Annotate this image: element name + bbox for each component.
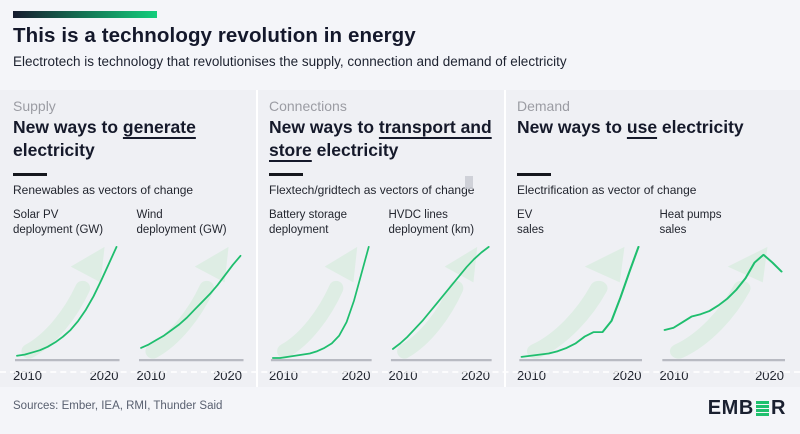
- chart-label-line2: deployment: [269, 223, 329, 236]
- chart-battery-storage: Battery storage deployment 2010 2020: [269, 208, 375, 383]
- x-axis-ticks: 2010 2020: [660, 368, 789, 383]
- chart-ev-sales: EV sales 2010 2020: [517, 208, 646, 383]
- chart-label-line1: Battery storage: [269, 209, 347, 221]
- column-heading-connections: New ways to transport and store electric…: [269, 117, 492, 161]
- chart-label-wind: Wind deployment (GW): [137, 208, 247, 239]
- sparkline-battery-storage: [270, 245, 372, 362]
- brand-gradient-bar: [13, 11, 157, 18]
- column-category-connections: Connections: [269, 98, 347, 114]
- ember-logo-text-left: EMB: [707, 397, 754, 419]
- chart-hvdc-lines: HVDC lines deployment (km) 2010 2020: [389, 208, 495, 383]
- tick-2010: 2010: [388, 368, 418, 383]
- vector-note-supply: Renewables as vectors of change: [13, 183, 194, 197]
- heading-rule: [517, 173, 551, 176]
- sparkline-solar-pv: [14, 245, 120, 362]
- column-category-supply: Supply: [13, 98, 56, 114]
- heading-rule: [269, 173, 303, 176]
- chart-label-battery-storage: Battery storage deployment: [269, 208, 375, 239]
- page-subtitle: Electrotech is technology that revolutio…: [13, 54, 567, 69]
- column-supply: Supply New ways to generate electricity …: [0, 90, 258, 387]
- chart-solar-pv: Solar PV deployment (GW) 2010 2020: [13, 208, 123, 383]
- chart-label-line2: deployment (GW): [136, 223, 227, 236]
- column-heading-demand: New ways to use electricity: [517, 117, 744, 137]
- ember-logo-text-right: R: [770, 397, 786, 419]
- tick-2020: 2020: [89, 368, 119, 383]
- tick-2010: 2010: [517, 368, 546, 383]
- chart-label-line1: Heat pumps: [659, 209, 722, 221]
- charts-row-demand: EV sales 2010 2020 Heat pumps sales: [517, 208, 788, 383]
- ember-logo: EMB R: [708, 397, 786, 420]
- column-category-demand: Demand: [517, 98, 570, 114]
- x-axis-ticks: 2010 2020: [517, 368, 646, 383]
- sparkline-wind: [138, 246, 244, 362]
- charts-row-connections: Battery storage deployment 2010 2020 HVD…: [269, 208, 494, 383]
- x-axis-ticks: 2010 2020: [13, 368, 123, 383]
- chart-label-line2: deployment (GW): [13, 223, 104, 236]
- tick-2020: 2020: [612, 368, 642, 383]
- chart-label-line2: deployment (km): [388, 223, 475, 236]
- sparkline-heat-pumps: [661, 246, 785, 362]
- text-cursor-artifact: [465, 176, 473, 189]
- charts-row-supply: Solar PV deployment (GW) 2010 2020 Wind …: [13, 208, 246, 383]
- chart-wind: Wind deployment (GW) 2010 2020: [137, 208, 247, 383]
- x-axis-ticks: 2010 2020: [389, 368, 495, 383]
- columns-container: Supply New ways to generate electricity …: [0, 90, 800, 387]
- chart-label-line1: Solar PV: [13, 209, 59, 221]
- sparkline-ev-sales: [519, 245, 642, 362]
- tick-2020: 2020: [461, 368, 490, 383]
- chart-label-ev-sales: EV sales: [517, 208, 646, 239]
- chart-heat-pumps: Heat pumps sales 2010 2020: [660, 208, 789, 383]
- column-connections: Connections New ways to transport and st…: [258, 90, 506, 387]
- tick-2010: 2010: [136, 368, 166, 383]
- sparkline-hvdc-lines: [390, 245, 492, 362]
- chart-label-line2: sales: [659, 223, 687, 236]
- tick-2010: 2010: [269, 368, 298, 383]
- page-title: This is a technology revolution in energ…: [13, 24, 416, 47]
- chart-label-line2: sales: [517, 223, 544, 236]
- ember-logo-green-e-icon: [755, 400, 769, 417]
- column-demand: Demand New ways to use electricity Elect…: [506, 90, 798, 387]
- vector-note-connections: Flextech/gridtech as vectors of change: [269, 183, 475, 197]
- chart-label-line1: HVDC lines: [388, 209, 448, 221]
- chart-label-line1: EV: [517, 209, 533, 221]
- x-axis-ticks: 2010 2020: [269, 368, 375, 383]
- vector-note-demand: Electrification as vector of change: [517, 183, 697, 197]
- sources-text: Sources: Ember, IEA, RMI, Thunder Said: [13, 400, 223, 412]
- chart-label-line1: Wind: [136, 209, 163, 221]
- tick-2020: 2020: [755, 368, 784, 383]
- chart-label-heat-pumps: Heat pumps sales: [660, 208, 789, 239]
- tick-2020: 2020: [213, 368, 242, 383]
- x-axis-ticks: 2010 2020: [137, 368, 247, 383]
- tick-2010: 2010: [13, 368, 42, 383]
- tick-2020: 2020: [341, 368, 371, 383]
- chart-label-hvdc-lines: HVDC lines deployment (km): [389, 208, 495, 239]
- chart-label-solar-pv: Solar PV deployment (GW): [13, 208, 123, 239]
- column-heading-supply: New ways to generate electricity: [13, 117, 196, 161]
- tick-2010: 2010: [659, 368, 689, 383]
- heading-rule: [13, 173, 47, 176]
